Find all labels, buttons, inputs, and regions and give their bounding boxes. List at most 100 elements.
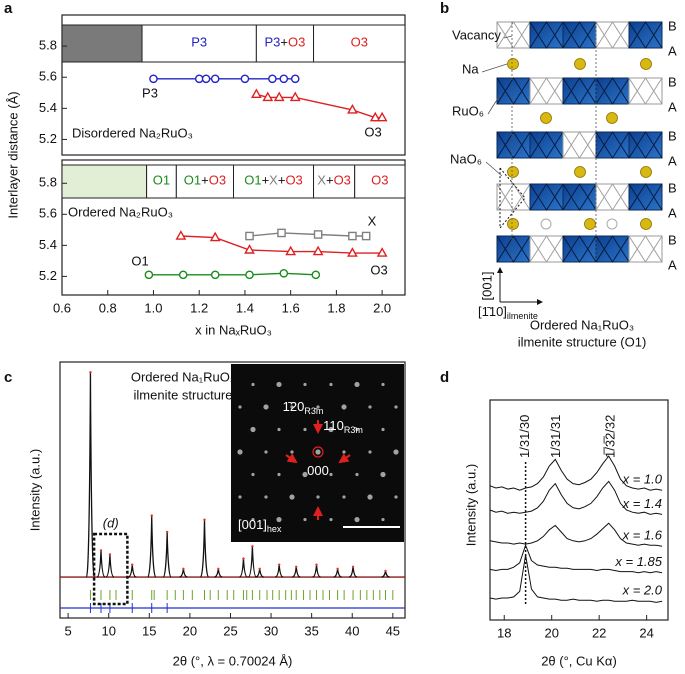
y-tick-label: 5.2: [39, 131, 57, 146]
stacking-label: A: [668, 153, 677, 168]
ruo6-cell: [496, 235, 531, 263]
leader-line: [485, 161, 503, 177]
phase-label-part: O3: [371, 173, 388, 188]
x-tick-label: 45: [386, 623, 400, 638]
octahedron-edge: [496, 77, 531, 105]
phase-label-part: +: [201, 173, 209, 188]
axis-direction: [001]: [479, 272, 494, 301]
pattern-label: x = 1.0: [622, 472, 663, 487]
marker: [268, 74, 277, 84]
inset-label-sub: hex: [267, 524, 282, 534]
pattern-line: [489, 480, 663, 515]
red-arrow: [338, 453, 351, 464]
inset: [231, 364, 404, 542]
octahedron-edge: [562, 183, 597, 211]
inset-label-main: 110: [323, 418, 344, 433]
phase-label-part: +: [280, 35, 288, 50]
marker: [279, 74, 289, 84]
octahedron-edge: [562, 131, 597, 159]
ruo6-cell: [562, 183, 597, 211]
reflection-label: 1/31/30: [517, 415, 532, 458]
x-tick-label: 25: [223, 623, 237, 638]
diffraction-spot: [316, 495, 320, 499]
y-axis-label: Intensity (a.u.): [463, 464, 478, 546]
octahedron-edge: [595, 235, 630, 263]
marker: [210, 270, 220, 280]
diffraction-spot: [380, 471, 386, 478]
octahedron-edge: [496, 131, 531, 159]
zoom-label: (d): [103, 515, 119, 530]
diffraction-spot: [341, 404, 347, 410]
y-tick-label: 5.4: [39, 237, 57, 252]
marker: [201, 74, 211, 84]
ruo6-cell: [529, 21, 564, 49]
marker: [262, 91, 274, 102]
x-tick-label: 2.0: [373, 300, 391, 315]
diffraction-spot: [393, 449, 399, 455]
phase-label: P3: [191, 35, 207, 50]
octahedron-edge: [628, 77, 663, 105]
diffraction-spot: [303, 517, 307, 522]
diffraction-spot: [381, 382, 385, 387]
peak-observed: [351, 565, 355, 568]
structure-label: Vacancy: [452, 27, 501, 42]
octahedron-edge: [529, 183, 564, 211]
octahedron-edge: [496, 235, 531, 263]
phase-label-part: P3: [265, 35, 281, 50]
na-atom: [507, 166, 519, 178]
peak-observed: [150, 514, 153, 517]
diffraction-spot: [303, 382, 307, 387]
structure-label: Na: [462, 61, 479, 76]
inset-label: 000: [307, 463, 329, 478]
diffraction-spot: [277, 472, 281, 477]
octahedron-edge: [595, 131, 630, 159]
diffraction-spot: [302, 471, 308, 478]
ruo6-cell: [529, 131, 564, 159]
diffraction-spot: [277, 427, 281, 432]
structure-caption: Ordered Na₁RuO₃: [530, 317, 634, 332]
stacking-label: A: [668, 43, 677, 58]
diffraction-spot: [238, 495, 242, 499]
pattern-line: [489, 555, 663, 603]
marker: [376, 247, 388, 257]
phase-region: [255, 24, 315, 63]
structure-label: RuO₆: [452, 103, 484, 118]
vacancy-cell: [529, 77, 564, 105]
octahedron-edge: [628, 131, 663, 159]
panel-label: b: [440, 0, 449, 17]
diffraction-spot: [367, 494, 373, 500]
inset-label: 1̄20R3̄m: [283, 399, 324, 416]
phase-label: P3+O3: [265, 35, 306, 50]
phase-label-part: O1: [244, 173, 261, 188]
phase-note: Ordered Na₂RuO₃: [68, 204, 173, 219]
octahedron-edge: [562, 21, 597, 49]
peak-observed: [108, 553, 112, 556]
diffraction-spot: [251, 472, 255, 477]
x-axis-label: 2θ (°, Cu Kα): [541, 653, 617, 668]
marker: [277, 228, 286, 238]
y-tick-label: 5.8: [39, 38, 57, 53]
na-atom: [507, 218, 519, 230]
y-tick-label: 5.6: [39, 69, 57, 84]
marker: [244, 244, 255, 254]
x-tick-label: 40: [345, 623, 359, 638]
series-label: O3: [370, 262, 387, 277]
diffraction-spot: [368, 450, 372, 454]
marker: [289, 91, 301, 102]
diffraction-spot: [264, 495, 268, 499]
pattern-line: [489, 455, 663, 491]
x-tick-label: 24: [639, 625, 653, 640]
phase-region: [141, 24, 257, 63]
na-site-empty: [606, 218, 618, 230]
diffraction-spot: [329, 382, 333, 387]
octahedron-edge: [562, 235, 597, 263]
x-tick-label: 1.4: [236, 300, 254, 315]
octahedron-edge: [628, 235, 663, 263]
inset-label-main: [001]: [238, 517, 267, 532]
pattern-label: x = 1.6: [622, 528, 663, 543]
axis-direction-sub: ilmenite: [507, 311, 538, 321]
reflection-label: 1̅/3̅2/32: [602, 415, 617, 458]
octahedron-edge: [628, 21, 663, 49]
series-label: X: [368, 213, 377, 228]
